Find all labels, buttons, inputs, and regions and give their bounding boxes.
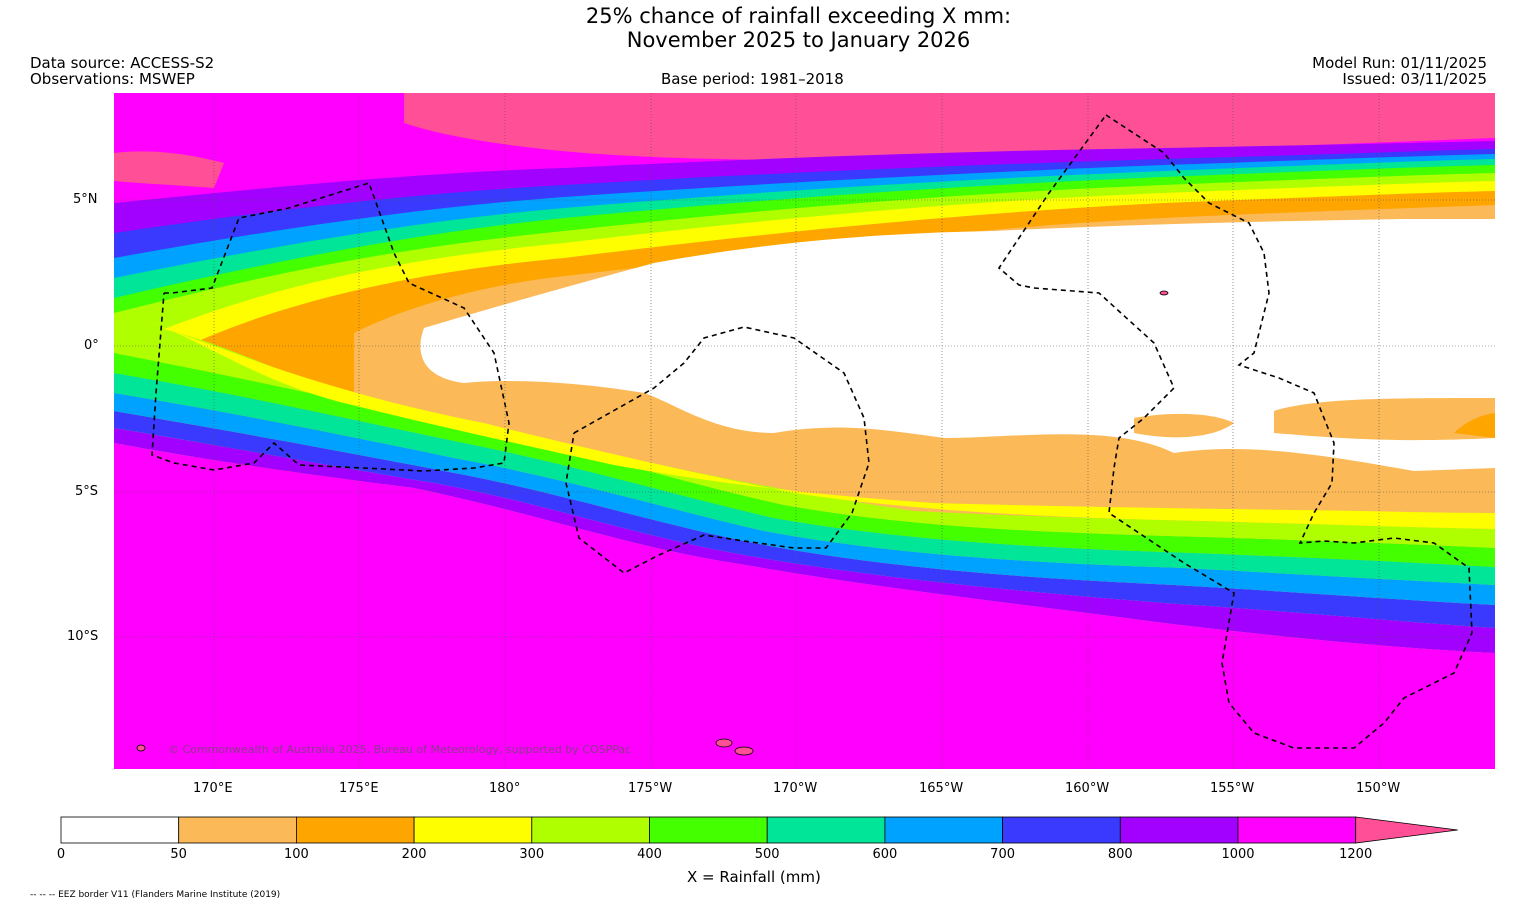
band-1000-1200-south [114,443,1495,769]
colorbar-swatch-10 [1237,816,1357,844]
colorbar-extension-arrow [1355,816,1458,844]
issued-date: Issued: 03/11/2025 [1342,70,1487,88]
colorbar-swatch-3 [413,816,533,844]
colorbar-tick-label: 1200 [1339,847,1373,862]
colorbar-tick-label: 400 [637,847,662,862]
lon-label-170w: 170°W [773,781,818,796]
patch-50-100-east [1274,398,1495,441]
colorbar-tick-label: 50 [170,847,187,862]
band-300-400-south [114,323,1495,548]
band-500-600-south [114,373,1495,585]
band-700-800-south [114,411,1495,628]
colorbar-tick-label: 500 [754,847,780,862]
patch-100-200-east [1454,413,1495,438]
band-800-1000-south [114,428,1495,653]
eez-footnote: -- -- -- EEZ border V11 (Flanders Marine… [30,890,281,900]
lat-label-5s: 5°S [75,484,99,499]
title-line-1: 25% chance of rainfall exceeding X mm: [585,4,1012,28]
colorbar-swatch-5 [649,816,768,844]
rainfall-field [114,93,1495,769]
graticule [114,93,1495,769]
colorbar-swatch-0 [60,816,180,844]
colorbar-tick-label: 1000 [1221,847,1255,862]
colorbar-tick-label: 800 [1107,847,1133,862]
colorbar-swatch-8 [1002,816,1121,844]
colorbar-title: X = Rainfall (mm) [687,868,821,886]
colorbar-swatch-9 [1119,816,1239,844]
lon-label-160w: 160°W [1065,781,1110,796]
colorbar-tick-label: 0 [56,847,66,862]
band-over-1200-north [404,93,1495,160]
model-run: Model Run: 01/11/2025 [1312,54,1487,72]
colorbar-swatch-1 [178,816,297,844]
colorbar [60,816,1458,844]
colorbar-swatch-4 [531,816,650,844]
band-0-50 [420,219,1495,471]
observations-source: Observations: MSWEP [30,70,195,88]
lon-label-175e: 175°E [339,781,379,796]
lon-label-175w: 175°W [628,781,673,796]
band-400-500-south [114,353,1495,567]
base-period: Base period: 1981–2018 [661,70,844,88]
patch-over-1200-nw [114,151,224,188]
colorbar-tick-label: 100 [283,847,309,862]
lon-label-155w: 155°W [1210,781,1255,796]
lon-label-165w: 165°W [919,781,964,796]
map-title: 25% chance of rainfall exceeding X mm: N… [0,4,1517,52]
colorbar-swatch-2 [295,816,415,844]
eez-borders [151,114,1473,749]
lat-label-0: 0° [84,338,99,353]
colorbar-tick-label: 300 [519,847,545,862]
lon-label-150w: 150°W [1356,781,1401,796]
islands [136,290,1169,756]
colorbar-swatch-7 [884,816,1004,844]
band-600-700-south [114,393,1495,605]
lon-label-170e: 170°E [193,781,233,796]
lat-label-5n: 5°N [73,192,98,207]
colorbar-tick-label: 200 [401,847,427,862]
copyright-notice: © Commonwealth of Australia 2025, Bureau… [168,743,632,756]
lon-label-180: 180° [489,781,521,796]
colorbar-tick-label: 700 [990,847,1015,862]
colorbar-tick-label: 600 [872,847,898,862]
lat-label-10s: 10°S [67,629,99,644]
data-source: Data source: ACCESS-S2 [30,54,215,72]
rainfall-map: © Commonwealth of Australia 2025, Bureau… [114,93,1495,769]
title-line-2: November 2025 to January 2026 [626,28,971,52]
patch-50-100-central-east [1134,413,1234,438]
colorbar-swatch-6 [766,816,886,844]
